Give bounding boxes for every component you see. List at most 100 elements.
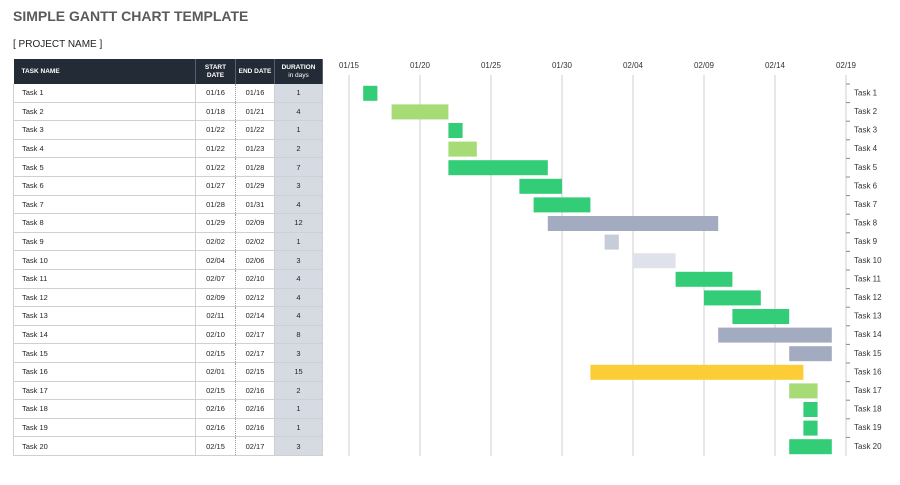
task-row: Task 19 02/16 02/16 1 [13, 418, 323, 438]
end-date: 02/16 [235, 418, 275, 438]
duration: 1 [274, 120, 323, 140]
task-table: TASK NAME START DATE END DATE DURATION in… [13, 59, 323, 456]
x-tick-label: 01/20 [410, 61, 431, 70]
task-bar [363, 85, 378, 101]
start-date: 02/15 [195, 381, 236, 401]
duration: 3 [274, 250, 323, 270]
duration: 4 [274, 102, 323, 122]
task-label: Task 18 [854, 405, 882, 414]
duration: 4 [274, 288, 323, 308]
duration: 2 [274, 381, 323, 401]
column-header: DURATION in days [274, 59, 323, 84]
start-date: 01/18 [195, 102, 236, 122]
end-date: 01/31 [235, 195, 275, 215]
end-date: 02/16 [235, 399, 275, 419]
end-date: 02/15 [235, 362, 275, 382]
task-label: Task 14 [854, 330, 882, 339]
task-name: Task 14 [13, 325, 196, 345]
start-date: 01/27 [195, 176, 236, 196]
task-name: Task 6 [13, 176, 196, 196]
task-bar [633, 253, 676, 269]
task-bar [803, 420, 818, 436]
start-date: 01/28 [195, 195, 236, 215]
task-bar [448, 141, 477, 157]
task-name: Task 15 [13, 343, 196, 363]
task-row: Task 14 02/10 02/17 8 [13, 325, 323, 345]
task-label: Task 11 [854, 274, 882, 283]
task-label: Task 3 [854, 126, 878, 135]
task-bar [519, 178, 562, 194]
task-label: Task 13 [854, 312, 882, 321]
task-row: Task 6 01/27 01/29 3 [13, 176, 323, 196]
end-date: 02/16 [235, 381, 275, 401]
page-title: SIMPLE GANTT CHART TEMPLATE [13, 8, 249, 24]
duration: 1 [274, 399, 323, 419]
duration: 15 [274, 362, 323, 382]
task-row: Task 20 02/15 02/17 3 [13, 436, 323, 456]
x-tick-label: 02/14 [765, 61, 786, 70]
start-date: 01/22 [195, 120, 236, 140]
task-name: Task 1 [13, 84, 196, 103]
x-tick-label: 01/25 [481, 61, 502, 70]
column-header: END DATE [235, 59, 275, 84]
task-bar [391, 104, 449, 120]
task-label: Task 5 [854, 163, 878, 172]
duration: 1 [274, 232, 323, 252]
task-label: Task 6 [854, 181, 878, 190]
x-tick-label: 02/09 [694, 61, 715, 70]
task-row: Task 8 01/29 02/09 12 [13, 213, 323, 233]
start-date: 02/16 [195, 399, 236, 419]
task-name: Task 10 [13, 250, 196, 270]
task-name: Task 5 [13, 157, 196, 177]
task-name: Task 19 [13, 418, 196, 438]
start-date: 02/16 [195, 418, 236, 438]
task-label: Task 19 [854, 423, 882, 432]
x-tick-label: 02/04 [623, 61, 644, 70]
task-name: Task 2 [13, 102, 196, 122]
duration: 8 [274, 325, 323, 345]
task-bar [732, 309, 790, 324]
task-bar [803, 402, 818, 417]
project-name: [ PROJECT NAME ] [13, 39, 103, 50]
task-bar [547, 216, 719, 231]
task-label: Task 9 [854, 237, 878, 246]
task-row: Task 12 02/09 02/12 4 [13, 288, 323, 308]
task-bar [675, 271, 733, 287]
end-date: 01/22 [235, 120, 275, 140]
task-name: Task 16 [13, 362, 196, 382]
task-row: Task 18 02/16 02/16 1 [13, 399, 323, 419]
task-row: Task 16 02/01 02/15 15 [13, 362, 323, 382]
end-date: 01/28 [235, 157, 275, 177]
task-label: Task 12 [854, 293, 882, 302]
end-date: 01/29 [235, 176, 275, 196]
start-date: 02/15 [195, 436, 236, 456]
duration: 4 [274, 306, 323, 326]
task-bar [789, 383, 818, 399]
start-date: 01/29 [195, 213, 236, 233]
end-date: 02/17 [235, 436, 275, 456]
duration: 2 [274, 139, 323, 159]
end-date: 02/17 [235, 343, 275, 363]
task-bar [604, 234, 619, 250]
x-tick-label: 01/15 [339, 61, 360, 70]
task-row: Task 15 02/15 02/17 3 [13, 343, 323, 363]
task-bar [704, 290, 761, 306]
duration: 12 [274, 213, 323, 233]
end-date: 01/21 [235, 102, 275, 122]
duration: 4 [274, 269, 323, 289]
column-title: DURATION [281, 63, 316, 71]
task-label: Task 10 [854, 256, 882, 265]
start-date: 02/02 [195, 232, 236, 252]
task-row: Task 9 02/02 02/02 1 [13, 232, 323, 252]
start-date: 02/04 [195, 250, 236, 270]
column-unit: in days [288, 71, 309, 79]
task-label: Task 8 [854, 219, 878, 228]
task-name: Task 12 [13, 288, 196, 308]
task-name: Task 7 [13, 195, 196, 215]
duration: 4 [274, 195, 323, 215]
end-date: 02/02 [235, 232, 275, 252]
task-bar [789, 346, 832, 362]
duration: 3 [274, 343, 323, 363]
